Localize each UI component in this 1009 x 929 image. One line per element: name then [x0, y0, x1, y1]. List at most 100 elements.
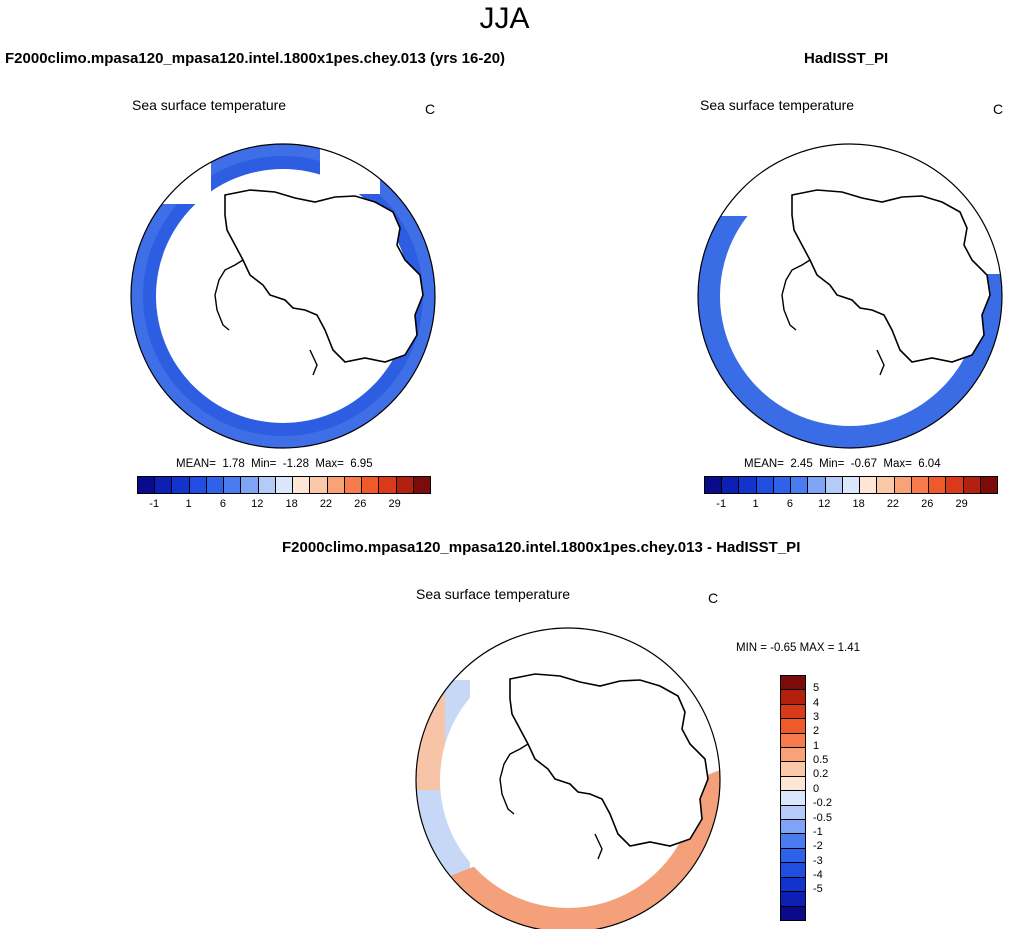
- panel3-subtitle: Sea surface temperature: [416, 586, 571, 602]
- colorbar-swatch: [781, 748, 805, 763]
- panel2-colorbar: [704, 476, 998, 494]
- colorbar-swatch: [860, 477, 878, 493]
- colorbar-swatch: [963, 477, 981, 493]
- colorbar-swatch: [413, 477, 430, 493]
- colorbar-swatch: [781, 877, 805, 893]
- panel2-stats: MEAN= 2.45 Min= -0.67 Max= 6.04: [744, 458, 941, 470]
- panel3-map: [416, 628, 720, 929]
- panel2-units: C: [993, 101, 1004, 117]
- colorbar-swatch: [894, 477, 912, 493]
- colorbar-swatch: [705, 477, 723, 493]
- colorbar-tick-label: -1: [813, 825, 823, 838]
- panel1-stats: MEAN= 1.78 Min= -1.28 Max= 6.95: [176, 458, 373, 470]
- main-title: JJA: [479, 2, 530, 35]
- colorbar-swatch: [980, 477, 997, 493]
- colorbar-swatch: [781, 892, 805, 907]
- panel1-title: F2000climo.mpasa120_mpasa120.intel.1800x…: [5, 50, 506, 67]
- panel3-colorbar: [780, 675, 806, 921]
- colorbar-swatch: [206, 477, 225, 493]
- colorbar-tick-label: -1: [149, 498, 160, 510]
- colorbar-swatch: [275, 477, 294, 493]
- colorbar-swatch: [781, 704, 805, 720]
- colorbar-swatch: [138, 477, 156, 493]
- colorbar-swatch: [756, 477, 774, 493]
- colorbar-swatch: [781, 820, 805, 835]
- colorbar-tick-label: 6: [786, 498, 793, 510]
- colorbar-swatch: [722, 477, 740, 493]
- colorbar-swatch: [781, 848, 805, 864]
- colorbar-swatch: [781, 834, 805, 849]
- colorbar-tick-label: 0: [813, 782, 820, 795]
- colorbar-swatch: [911, 477, 930, 493]
- panel1-map-border: [130, 143, 436, 449]
- colorbar-swatch: [189, 477, 207, 493]
- colorbar-swatch: [258, 477, 276, 493]
- panel3-title: F2000climo.mpasa120_mpasa120.intel.1800x…: [282, 539, 801, 556]
- colorbar-tick-label: 22: [886, 498, 900, 510]
- colorbar-swatch: [791, 477, 809, 493]
- panel2-subtitle: Sea surface temperature: [700, 97, 855, 113]
- colorbar-tick-label: 18: [852, 498, 865, 510]
- colorbar-swatch: [781, 863, 805, 878]
- colorbar-swatch: [172, 477, 190, 493]
- colorbar-swatch: [877, 477, 895, 493]
- panel3-map-border: [415, 627, 721, 929]
- panel1-subtitle: Sea surface temperature: [132, 97, 287, 113]
- colorbar-tick-label: -4: [813, 868, 823, 881]
- colorbar-swatch: [825, 477, 843, 493]
- panel2-map-border: [697, 143, 1003, 449]
- colorbar-swatch: [379, 477, 397, 493]
- panel1-units: C: [425, 101, 436, 117]
- colorbar-swatch: [781, 676, 805, 691]
- colorbar-swatch: [241, 477, 259, 493]
- colorbar-tick-label: 3: [813, 711, 820, 724]
- colorbar-swatch: [842, 477, 861, 493]
- colorbar-swatch: [781, 805, 805, 821]
- colorbar-tick-label: 29: [955, 498, 968, 510]
- colorbar-swatch: [293, 477, 311, 493]
- colorbar-swatch: [781, 762, 805, 777]
- colorbar-tick-label: 5: [813, 682, 820, 695]
- colorbar-swatch: [781, 776, 805, 792]
- colorbar-tick-label: 1: [813, 739, 820, 752]
- colorbar-tick-label: 1: [752, 498, 759, 510]
- colorbar-tick-label: 2: [813, 725, 820, 738]
- colorbar-swatch: [310, 477, 328, 493]
- colorbar-tick-label: 26: [354, 498, 367, 510]
- colorbar-tick-label: 12: [818, 498, 831, 510]
- panel2-title: HadISST_PI: [804, 50, 889, 67]
- colorbar-swatch: [773, 477, 792, 493]
- colorbar-tick-label: 0.2: [813, 768, 829, 781]
- colorbar-swatch: [808, 477, 826, 493]
- colorbar-tick-label: 18: [285, 498, 298, 510]
- colorbar-tick-label: -5: [813, 883, 823, 896]
- colorbar-tick-label: 22: [319, 498, 333, 510]
- colorbar-swatch: [344, 477, 363, 493]
- panel1-colorbar: [137, 476, 431, 494]
- colorbar-swatch: [781, 733, 805, 749]
- colorbar-swatch: [396, 477, 414, 493]
- panel3-minmax: MIN = -0.65 MAX = 1.41: [736, 642, 861, 654]
- colorbar-swatch: [781, 906, 805, 920]
- colorbar-swatch: [155, 477, 173, 493]
- colorbar-tick-label: 0.5: [813, 754, 829, 767]
- colorbar-tick-label: 26: [921, 498, 934, 510]
- colorbar-swatch: [739, 477, 757, 493]
- colorbar-swatch: [781, 690, 805, 705]
- colorbar-swatch: [946, 477, 964, 493]
- colorbar-tick-label: 29: [388, 498, 401, 510]
- colorbar-tick-label: -1: [716, 498, 727, 510]
- colorbar-swatch: [781, 791, 805, 806]
- panel1-map: [131, 144, 435, 448]
- colorbar-swatch: [362, 477, 380, 493]
- colorbar-swatch: [929, 477, 947, 493]
- colorbar-tick-label: -2: [813, 840, 823, 853]
- colorbar-swatch: [327, 477, 345, 493]
- panel3-units: C: [708, 590, 719, 606]
- colorbar-tick-label: -3: [813, 854, 823, 867]
- colorbar-tick-label: -0.5: [813, 811, 832, 824]
- colorbar-tick-label: 12: [251, 498, 264, 510]
- colorbar-swatch: [224, 477, 242, 493]
- colorbar-tick-label: 6: [219, 498, 226, 510]
